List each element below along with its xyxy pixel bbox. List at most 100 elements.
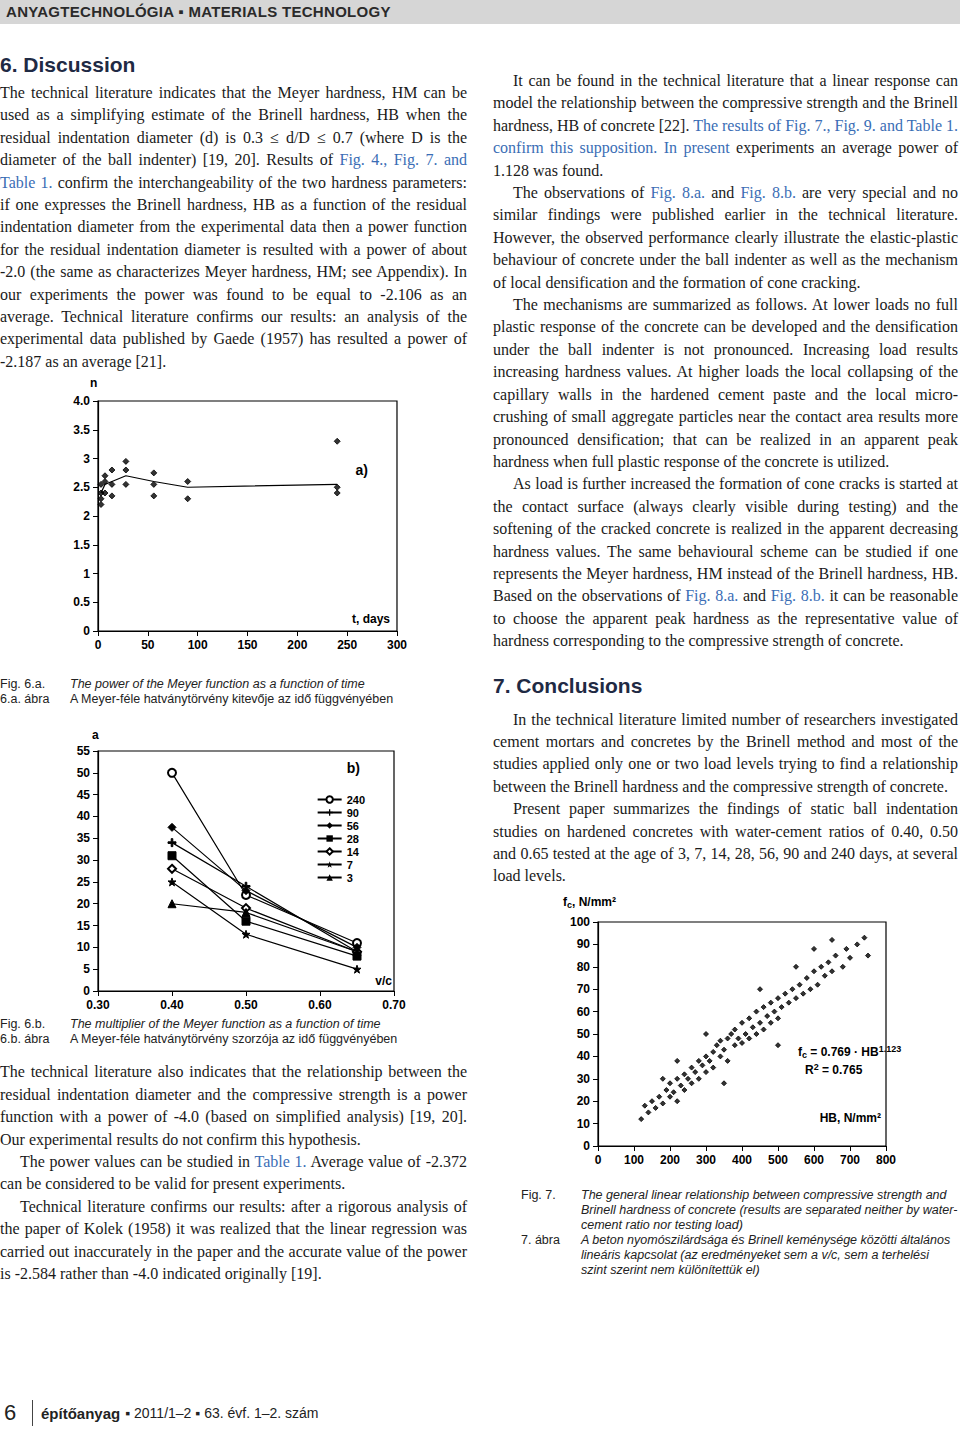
svg-text:200: 200: [287, 638, 307, 652]
html-text:6.a. ábra: 6.a. ábra: [0, 692, 50, 707]
html-text:The power of the Meyer functio: The power of the Meyer function as a fun…: [70, 677, 365, 692]
svg-text:2.5: 2.5: [73, 481, 90, 495]
html-text:A Meyer-féle hatványtörvény sz: A Meyer-féle hatványtörvény szorzója az …: [70, 1032, 398, 1047]
svg-text:R: R: [805, 1062, 814, 1076]
svg-text:= 0.765: = 0.765: [819, 1062, 863, 1076]
svg-text:a): a): [356, 462, 368, 478]
svg-text:0: 0: [583, 1139, 590, 1153]
html-text:The mechanisms are summarized: The mechanisms are summarized as follows…: [493, 296, 958, 470]
svg-text:40: 40: [577, 1049, 591, 1063]
svg-text:10: 10: [77, 941, 91, 955]
html-text:ANYAGTECHNOLÓGIA ▪ MATERIALS T: ANYAGTECHNOLÓGIA ▪ MATERIALS TECHNOLOGY: [6, 3, 391, 20]
html-text:6.b. ábra: 6.b. ábra: [0, 1032, 50, 1047]
svg-text:7: 7: [347, 859, 353, 871]
html-text:The observations of Fig. 8.a.: The observations of Fig. 8.a. and Fig. 8…: [493, 184, 958, 291]
svg-text:45: 45: [77, 788, 91, 802]
html-text:The general linear relationshi: The general linear relationship between …: [581, 1187, 958, 1232]
svg-text:60: 60: [577, 1004, 591, 1018]
svg-text:100: 100: [188, 638, 208, 652]
html-text:építőanyag ▪ 2011/1–2 ▪ 63. év: építőanyag ▪ 2011/1–2 ▪ 63. évf. 1–2. sz…: [41, 1404, 319, 1422]
svg-text:0.5: 0.5: [73, 596, 90, 610]
html-text:A Meyer-féle hatványtörvény ki: A Meyer-féle hatványtörvény kitevője az …: [70, 692, 394, 707]
svg-text:, N/mm²: , N/mm²: [572, 895, 616, 909]
html-text:fc: fc: [563, 894, 572, 910]
svg-text:100: 100: [624, 1153, 644, 1167]
svg-text:= 0.769 · HB: = 0.769 · HB: [807, 1044, 879, 1058]
svg-text:300: 300: [696, 1153, 716, 1167]
svg-text:500: 500: [768, 1153, 788, 1167]
svg-text:0: 0: [83, 624, 90, 638]
svg-text:90: 90: [577, 937, 591, 951]
svg-text:5: 5: [83, 962, 90, 976]
svg-text:30: 30: [77, 853, 91, 867]
svg-text:15: 15: [77, 919, 91, 933]
svg-text:700: 700: [840, 1153, 860, 1167]
svg-text:0.70: 0.70: [382, 998, 406, 1012]
svg-text:10: 10: [577, 1116, 591, 1130]
html-text:As load is further increased t: As load is further increased the formati…: [493, 475, 958, 650]
svg-text:0.50: 0.50: [234, 998, 258, 1012]
svg-text:400: 400: [732, 1153, 752, 1167]
html-text:The technical literature indic: The technical literature indicates that …: [0, 84, 467, 370]
svg-text:0: 0: [95, 638, 102, 652]
svg-text:25: 25: [77, 875, 91, 889]
html-text:Technical literature confirms: Technical literature confirms our result…: [0, 1197, 467, 1282]
svg-text:0.40: 0.40: [160, 998, 184, 1012]
svg-text:0: 0: [83, 984, 90, 998]
svg-text:v/c: v/c: [375, 974, 392, 988]
svg-text:300: 300: [387, 638, 407, 652]
svg-text:50: 50: [141, 638, 155, 652]
svg-text:100: 100: [570, 915, 590, 929]
svg-text:90: 90: [347, 807, 359, 819]
html-text:It can be found in the technic: It can be found in the technical literat…: [493, 72, 958, 179]
html-text:Fig. 6.a.: Fig. 6.a.: [0, 677, 46, 692]
svg-text:1.5: 1.5: [73, 538, 90, 552]
html-text:6. Discussion: 6. Discussion: [0, 53, 136, 76]
svg-text:55: 55: [77, 744, 91, 758]
svg-text:30: 30: [577, 1072, 591, 1086]
svg-text:14: 14: [347, 846, 360, 858]
svg-text:0.60: 0.60: [308, 998, 332, 1012]
svg-text:50: 50: [77, 766, 91, 780]
svg-text:3: 3: [347, 872, 353, 884]
svg-text:4.0: 4.0: [73, 394, 90, 408]
html-text:6: 6: [4, 1400, 17, 1425]
html-text:The technical literature also: The technical literature also indicates …: [0, 1063, 467, 1148]
svg-text:50: 50: [577, 1027, 591, 1041]
svg-text:3.5: 3.5: [73, 423, 90, 437]
svg-text:20: 20: [577, 1094, 591, 1108]
html-text:In the technical literature li: In the technical literature limited numb…: [493, 710, 958, 795]
svg-text:250: 250: [337, 638, 357, 652]
svg-text:80: 80: [577, 960, 591, 974]
svg-text:1.123: 1.123: [879, 1043, 902, 1053]
svg-text:HB, N/mm²: HB, N/mm²: [820, 1111, 881, 1125]
html-text:The power values can be studie: The power values can be studied in Table…: [0, 1152, 467, 1193]
svg-text:28: 28: [347, 833, 359, 845]
svg-text:56: 56: [347, 820, 359, 832]
svg-text:200: 200: [660, 1153, 680, 1167]
svg-text:20: 20: [77, 897, 91, 911]
svg-text:70: 70: [577, 982, 591, 996]
svg-text:0: 0: [595, 1153, 602, 1167]
svg-text:35: 35: [77, 832, 91, 846]
svg-text:40: 40: [77, 810, 91, 824]
svg-text:0.30: 0.30: [86, 998, 110, 1012]
svg-text:600: 600: [804, 1153, 824, 1167]
svg-text:a: a: [92, 728, 99, 742]
html-text:The multiplier of the Meyer fu: The multiplier of the Meyer function as …: [70, 1017, 381, 1032]
html-text:A beton nyomószilárdsága és Br: A beton nyomószilárdsága és Brinell kemé…: [581, 1232, 951, 1277]
svg-text:n: n: [90, 376, 97, 390]
svg-text:800: 800: [876, 1153, 896, 1167]
html-text:Fig. 6.b.: Fig. 6.b.: [0, 1017, 46, 1032]
svg-text:2: 2: [83, 509, 90, 523]
html-text:7. Conclusions: 7. Conclusions: [493, 673, 643, 697]
html-text:Fig. 7.: Fig. 7.: [521, 1187, 556, 1202]
svg-text:1: 1: [83, 567, 90, 581]
html-text:Present paper summarizes the f: Present paper summarizes the findings of…: [493, 800, 958, 885]
svg-text:150: 150: [237, 638, 257, 652]
svg-text:240: 240: [347, 794, 365, 806]
svg-text:b): b): [347, 760, 360, 776]
svg-text:t, days: t, days: [352, 612, 390, 626]
svg-text:3: 3: [83, 452, 90, 466]
html-text:7. ábra: 7. ábra: [521, 1232, 560, 1247]
